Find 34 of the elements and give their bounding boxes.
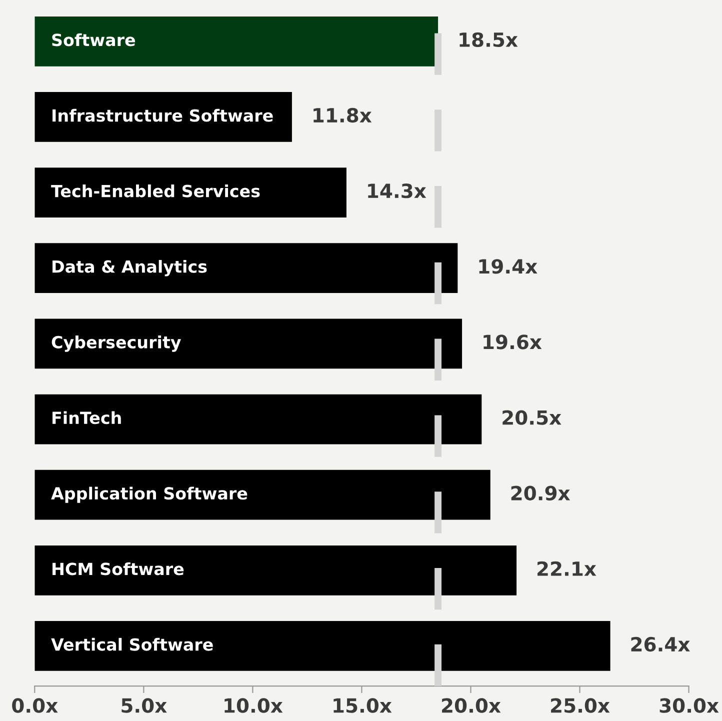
y-tick-label: Tech-Enabled Services [51,184,260,198]
y-tick-label: Software [52,33,136,46]
bar [34,243,458,294]
data-label: 19.6x [484,334,542,350]
bar [34,16,438,66]
bar [34,621,610,671]
x-tick-label: 15.0x [334,698,392,713]
x-tick-label: 25.0x [551,698,610,713]
x-tick-label: 10.0x [224,698,283,713]
data-label: 14.3x [368,183,426,198]
data-label: 11.8x [314,108,372,123]
data-label: 20.5x [502,410,562,425]
data-label: 22.1x [538,561,596,576]
x-tick-label: 0.0x [12,698,58,713]
bar [34,545,517,596]
data-label: 26.4x [631,636,690,652]
bar [34,394,482,444]
y-tick-label: FinTech [52,411,121,424]
y-tick-label: Vertical Software [51,638,213,651]
x-tick-label: 30.0x [660,698,719,713]
data-label: 19.4x [479,259,538,274]
x-tick-label: 5.0x [122,698,167,713]
y-tick-label: HCM Software [52,562,184,576]
bar [34,92,292,142]
bar [34,318,462,369]
y-tick-label: Infrastructure Software [52,108,273,122]
y-tick-label: Cybersecurity [52,336,181,352]
bar [34,470,490,520]
y-tick-label: Data & Analytics [52,260,207,276]
y-tick-label: Application Software [51,486,248,503]
data-label: 18.5x [460,32,518,48]
data-label: 20.9x [511,486,570,500]
x-tick-label: 20.0x [442,698,501,713]
bar [34,168,346,218]
